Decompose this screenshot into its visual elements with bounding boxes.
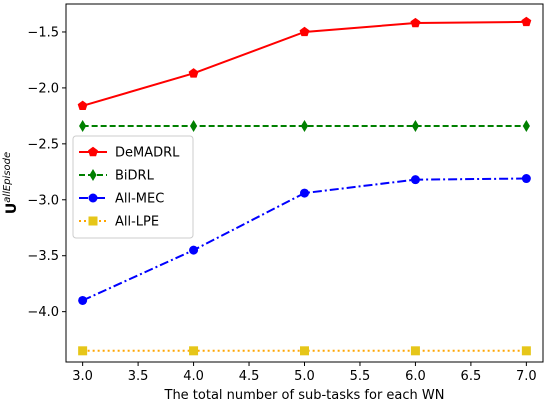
data-point — [300, 346, 309, 356]
data-point — [521, 16, 532, 27]
legend-item-all-mec: All-MEC — [79, 192, 164, 207]
data-point — [79, 119, 87, 132]
y-tick-label: −1.5 — [27, 25, 59, 40]
series-bidrl — [79, 119, 530, 132]
data-point — [78, 295, 88, 305]
legend-label: BiDRL — [115, 169, 155, 184]
legend-box — [72, 135, 194, 239]
data-point — [78, 346, 88, 356]
legend-label: All-LPE — [115, 215, 159, 230]
data-point — [189, 346, 199, 356]
legend-item-all-lpe: All-LPE — [79, 215, 159, 230]
legend-item-demadrl: DeMADRL — [79, 146, 180, 161]
x-tick-label: 6.5 — [461, 369, 482, 384]
data-point — [410, 346, 420, 356]
y-axis-title-sup: allEpisode — [2, 152, 13, 203]
x-tick-label: 5.0 — [294, 369, 315, 384]
legend: DeMADRL BiDRL All-MEC All-LPE — [72, 135, 194, 239]
legend-marker — [89, 169, 97, 181]
data-point — [189, 245, 199, 255]
data-point — [189, 119, 198, 132]
data-point — [77, 100, 88, 111]
legend-marker — [88, 193, 98, 203]
y-axis-title: UallEpisode — [2, 152, 20, 214]
x-tick-label: 3.0 — [72, 369, 93, 384]
x-tick-label: 4.5 — [239, 369, 260, 384]
x-tick-label: 3.5 — [128, 369, 149, 384]
data-point — [300, 188, 309, 198]
legend-label: All-MEC — [115, 192, 164, 207]
data-point — [299, 26, 310, 37]
x-axis: 3.0 3.5 4.0 4.5 5.0 5.5 6.0 6.5 7.0 — [72, 362, 537, 384]
x-tick-label: 7.0 — [516, 369, 537, 384]
y-tick-label: −2.0 — [27, 81, 59, 96]
series-demadrl — [77, 16, 532, 111]
data-point — [521, 174, 531, 184]
data-point — [410, 175, 420, 185]
x-tick-label: 5.5 — [350, 369, 371, 384]
y-tick-label: −3.0 — [27, 193, 59, 208]
x-axis-title: The total number of sub-tasks for each W… — [164, 388, 445, 403]
data-point — [521, 346, 531, 356]
legend-marker — [88, 216, 98, 226]
series-all-lpe — [78, 346, 531, 356]
legend-item-bidrl: BiDRL — [79, 169, 155, 184]
data-point — [522, 119, 530, 132]
data-point — [188, 68, 199, 78]
legend-label: DeMADRL — [115, 146, 180, 161]
y-axis: −1.5 −2.0 −2.5 −3.0 −3.5 −4.0 — [27, 25, 66, 320]
y-tick-label: −4.0 — [27, 305, 59, 320]
y-axis-title-main: U — [4, 203, 20, 214]
data-point — [411, 119, 420, 132]
series-layer — [77, 16, 532, 356]
x-tick-label: 4.0 — [183, 369, 204, 384]
series-all-mec — [78, 174, 531, 305]
data-point — [410, 17, 421, 28]
y-tick-label: −3.5 — [27, 249, 59, 264]
legend-marker — [88, 146, 98, 157]
data-point — [300, 119, 309, 132]
x-tick-label: 6.0 — [405, 369, 426, 384]
y-tick-label: −2.5 — [27, 137, 59, 152]
